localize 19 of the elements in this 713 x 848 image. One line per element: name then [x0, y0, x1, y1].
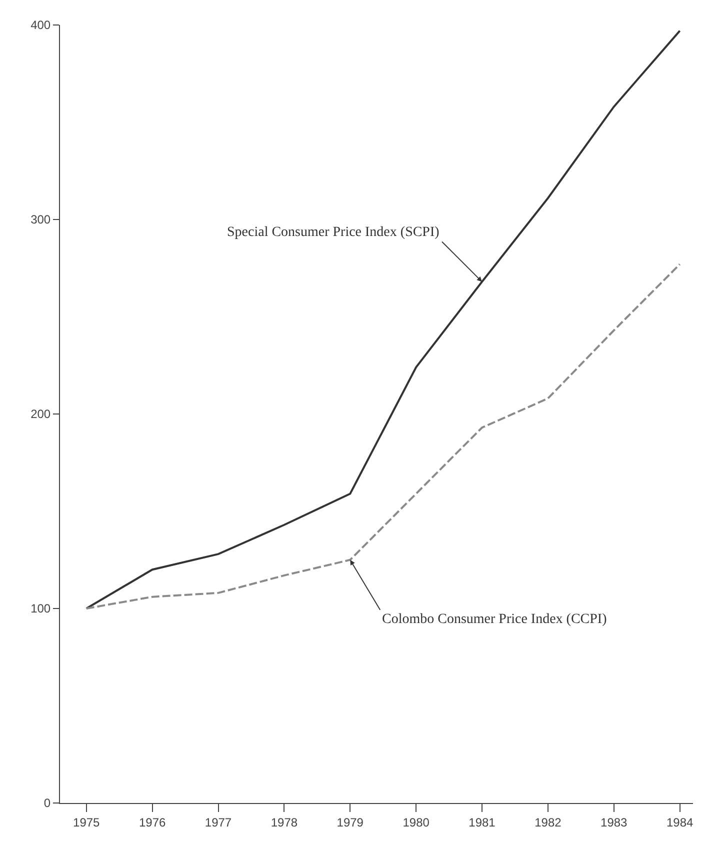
x-tick-label: 1981 [468, 815, 496, 830]
x-tick-label: 1980 [402, 815, 430, 830]
x-tick-label: 1979 [336, 815, 364, 830]
line-series [85, 30, 681, 610]
x-tick-label: 1982 [534, 815, 562, 830]
annotation: Colombo Consumer Price Index (CCPI) [382, 612, 608, 627]
y-tick-label: 0 [44, 796, 51, 810]
y-tick-label: 200 [30, 407, 51, 422]
x-tick-label: 1984 [666, 815, 694, 830]
y-tick-label: 300 [30, 212, 51, 227]
x-tick-label: 1983 [600, 815, 628, 830]
y-tick-label: 400 [30, 18, 51, 32]
line-series [85, 263, 681, 610]
x-tick-label: 1976 [138, 815, 166, 830]
annotation: Special Consumer Price Index (SCPI) [227, 225, 440, 240]
y-tick-label: 100 [30, 602, 51, 616]
x-tick-label: 1978 [270, 815, 298, 830]
x-tick-label: 1975 [73, 815, 100, 830]
x-tick-label: 1977 [204, 815, 232, 830]
